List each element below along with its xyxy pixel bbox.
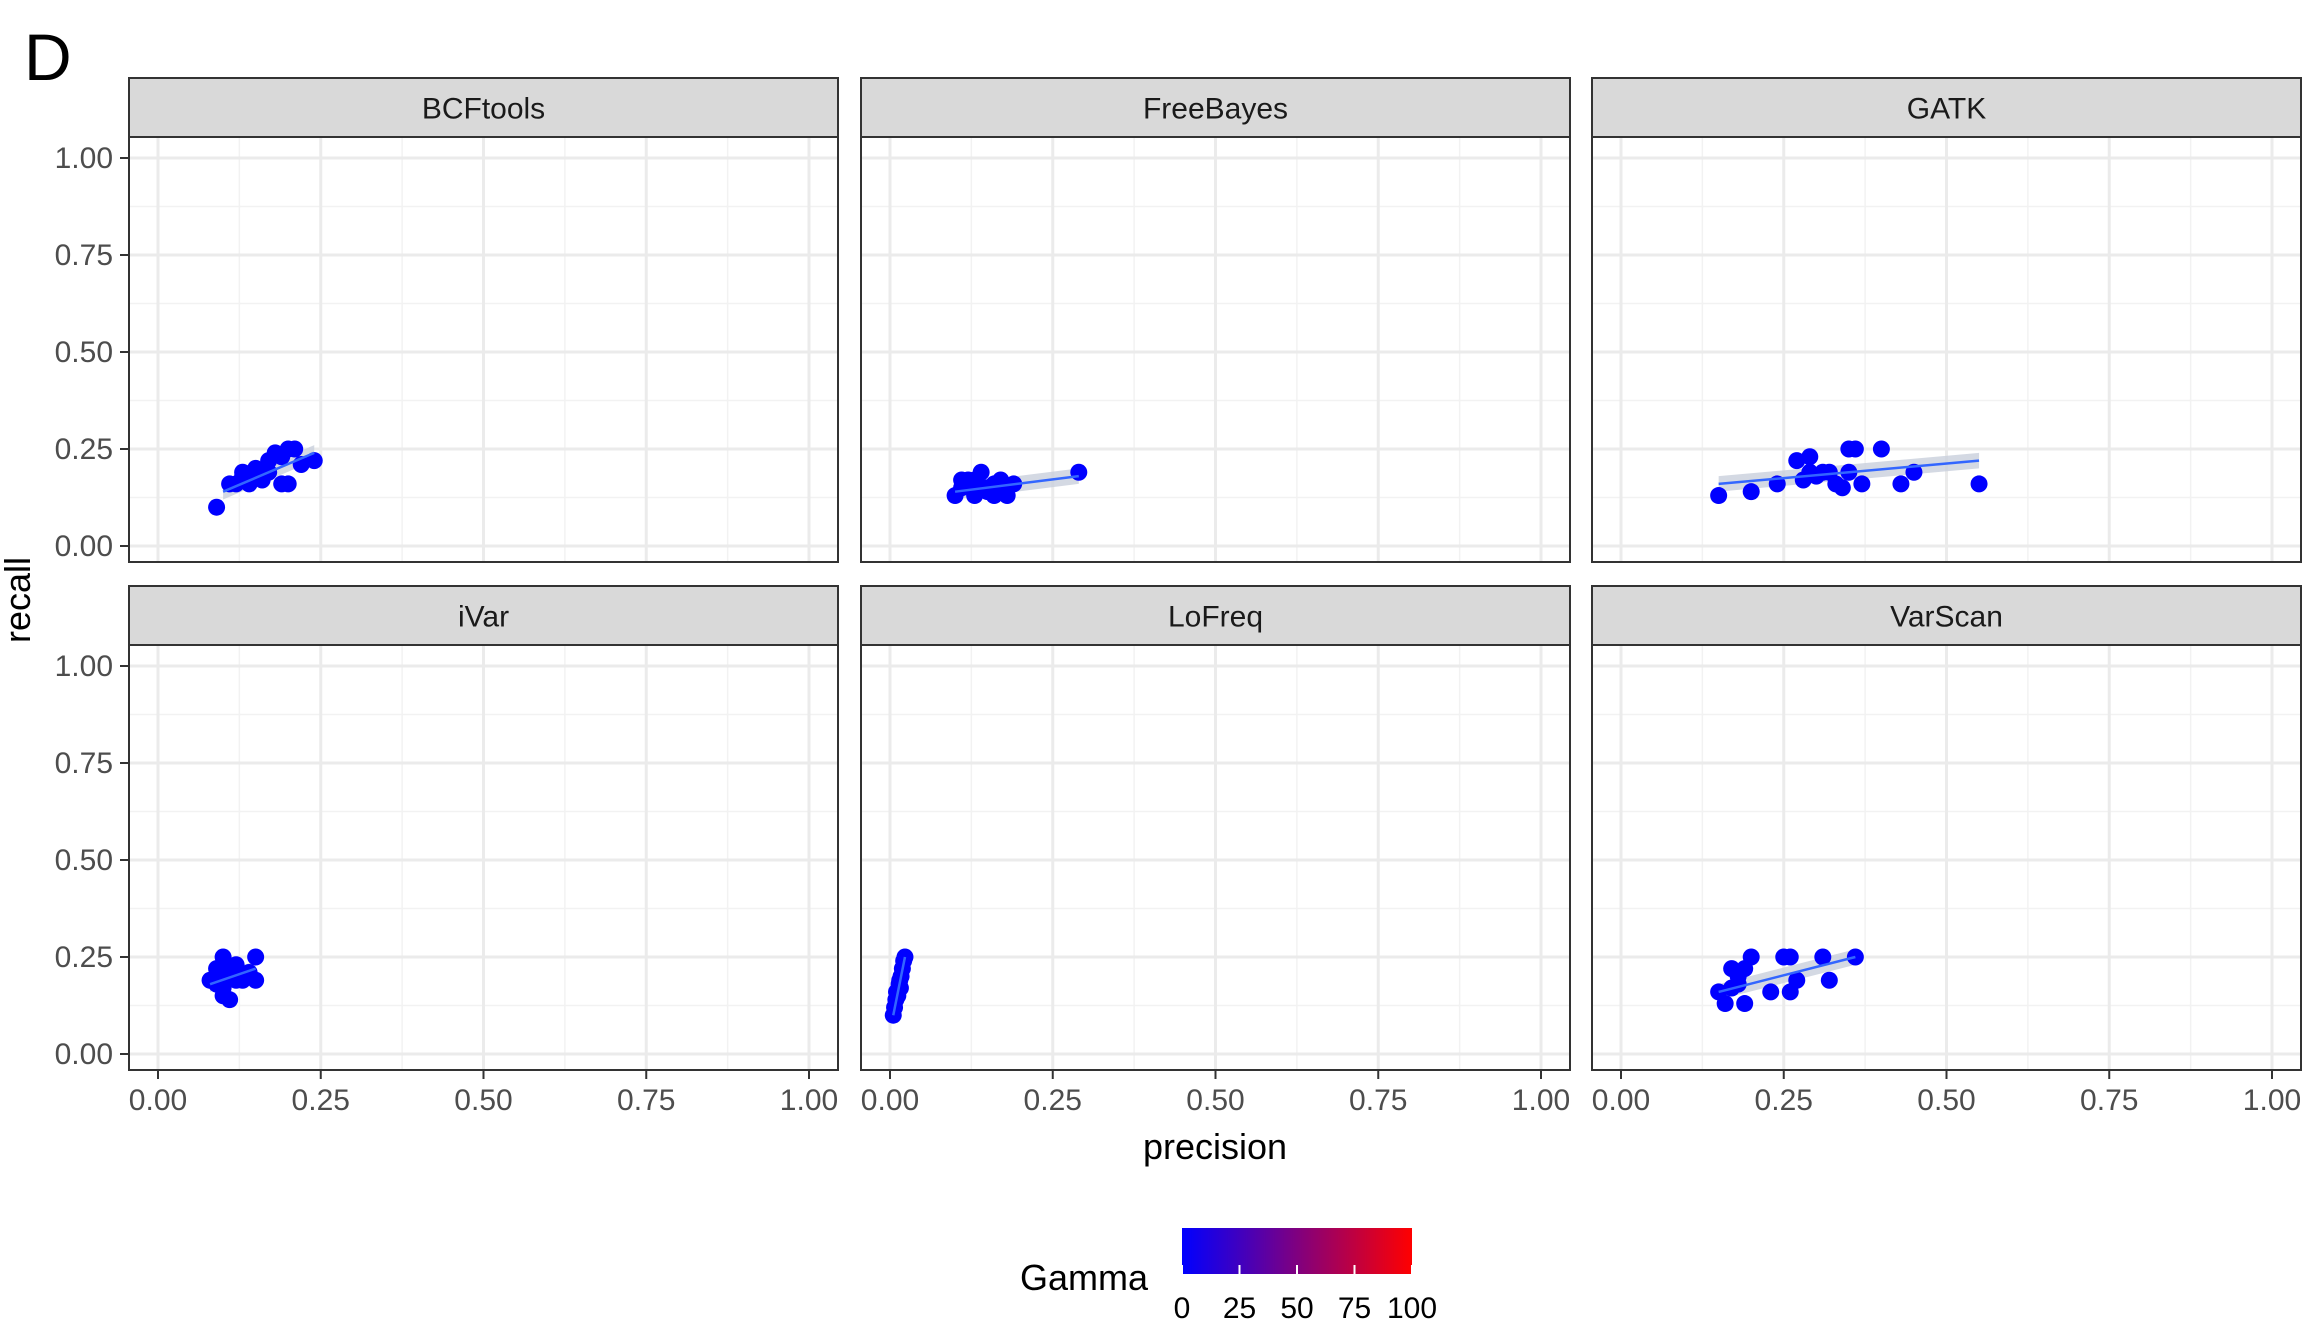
x-tick-label: 0.50 bbox=[454, 1084, 512, 1117]
data-point bbox=[247, 948, 265, 966]
data-point bbox=[1742, 483, 1760, 501]
x-tick-label: 0.00 bbox=[1592, 1084, 1650, 1117]
x-tick-label: 0.50 bbox=[1186, 1084, 1244, 1117]
panel-border bbox=[1591, 136, 2302, 563]
trend-line bbox=[954, 474, 1079, 493]
data-point bbox=[891, 979, 909, 997]
gamma-legend: Gamma 0 25 50 75 100 bbox=[1020, 1228, 1437, 1325]
data-point bbox=[1781, 948, 1799, 966]
panel-border bbox=[860, 136, 1571, 563]
data-point bbox=[1801, 448, 1819, 466]
facet-strip bbox=[128, 585, 839, 646]
data-point bbox=[305, 452, 323, 470]
facet-strip bbox=[128, 77, 839, 138]
data-point bbox=[1833, 479, 1851, 497]
data-point bbox=[214, 979, 232, 997]
y-tick-label: 0.75 bbox=[55, 239, 113, 272]
y-tick-label: 1.00 bbox=[55, 650, 113, 683]
facet-bcftools: BCFtools 0.00 0.25 0.50 0.75 1.00 bbox=[55, 77, 839, 563]
data-point bbox=[208, 498, 226, 516]
legend-title: Gamma bbox=[1020, 1257, 1149, 1298]
trend-line bbox=[1718, 955, 1856, 994]
facet-strip-label: LoFreq bbox=[1168, 601, 1263, 634]
data-point bbox=[279, 475, 297, 493]
y-axis-title: recall bbox=[0, 557, 38, 643]
legend-tick-label: 75 bbox=[1338, 1292, 1371, 1325]
facet-strip-label: iVar bbox=[458, 601, 509, 634]
x-tick-label: 0.25 bbox=[292, 1084, 350, 1117]
facet-lofreq: LoFreq 0.00 0.25 0.50 0.75 1.00 bbox=[860, 585, 1571, 1117]
data-point bbox=[953, 471, 971, 489]
panel-tag: D bbox=[24, 20, 72, 94]
data-point bbox=[286, 440, 304, 458]
facet-freebayes: FreeBayes bbox=[860, 77, 1571, 563]
data-point bbox=[260, 452, 278, 470]
y-tick-label: 0.25 bbox=[55, 941, 113, 974]
x-axis-title: precision bbox=[1143, 1126, 1287, 1167]
data-point bbox=[1742, 948, 1760, 966]
data-point bbox=[1716, 995, 1734, 1013]
y-tick-label: 0.00 bbox=[55, 530, 113, 563]
data-point bbox=[985, 475, 1003, 493]
data-point bbox=[972, 463, 990, 481]
data-point bbox=[1788, 971, 1806, 989]
legend-tick-label: 0 bbox=[1174, 1292, 1191, 1325]
data-point bbox=[1820, 971, 1838, 989]
facet-strip-label: BCFtools bbox=[422, 93, 545, 126]
data-point bbox=[1892, 475, 1910, 493]
data-point bbox=[1970, 475, 1988, 493]
y-tick-label: 0.50 bbox=[55, 844, 113, 877]
x-tick-label: 0.25 bbox=[1024, 1084, 1082, 1117]
trend-line bbox=[892, 956, 907, 1016]
data-point bbox=[1788, 452, 1806, 470]
facet-gatk: GATK bbox=[1591, 77, 2302, 563]
x-tick-label: 0.00 bbox=[129, 1084, 187, 1117]
x-tick-label: 0.75 bbox=[1349, 1084, 1407, 1117]
y-tick-label: 1.00 bbox=[55, 142, 113, 175]
x-tick-label: 0.75 bbox=[2080, 1084, 2138, 1117]
y-tick-label: 0.50 bbox=[55, 336, 113, 369]
data-point bbox=[1762, 983, 1780, 1001]
x-tick-label: 0.50 bbox=[1917, 1084, 1975, 1117]
x-tick-label: 1.00 bbox=[1512, 1084, 1570, 1117]
x-tick-label: 1.00 bbox=[2243, 1084, 2301, 1117]
data-point bbox=[1846, 440, 1864, 458]
data-point bbox=[1710, 487, 1728, 505]
trend-line bbox=[209, 967, 257, 986]
trend-line bbox=[222, 451, 315, 493]
facet-strip-label: FreeBayes bbox=[1143, 93, 1288, 126]
data-point bbox=[1872, 440, 1890, 458]
data-point bbox=[227, 956, 245, 974]
x-tick-label: 0.75 bbox=[617, 1084, 675, 1117]
facet-strip bbox=[860, 77, 1571, 138]
legend-ticks: 0 25 50 75 100 bbox=[1174, 1265, 1437, 1325]
data-point bbox=[247, 971, 265, 989]
legend-tick-label: 25 bbox=[1223, 1292, 1256, 1325]
data-point bbox=[273, 448, 291, 466]
trend-line bbox=[1718, 459, 1980, 486]
x-tick-label: 0.25 bbox=[1755, 1084, 1813, 1117]
facet-strip bbox=[1591, 77, 2302, 138]
y-tick-label: 0.75 bbox=[55, 747, 113, 780]
facet-panels: BCFtools 0.00 0.25 0.50 0.75 1.00 FreeBayes GAT… bbox=[55, 77, 2302, 1117]
y-tick-label: 0.00 bbox=[55, 1038, 113, 1071]
facet-strip-label: VarScan bbox=[1890, 601, 2003, 634]
legend-tick-label: 50 bbox=[1280, 1292, 1313, 1325]
facet-varscan: VarScan 0.00 0.25 0.50 0.75 1.00 bbox=[1591, 585, 2302, 1117]
x-tick-label: 0.00 bbox=[861, 1084, 919, 1117]
y-tick-label: 0.25 bbox=[55, 433, 113, 466]
facet-strip-label: GATK bbox=[1907, 93, 1986, 126]
facet-strip bbox=[860, 585, 1571, 646]
x-tick-label: 1.00 bbox=[780, 1084, 838, 1117]
panel-border bbox=[128, 136, 839, 563]
legend-tick-label: 100 bbox=[1387, 1292, 1437, 1325]
data-point bbox=[1736, 995, 1754, 1013]
facet-ivar: iVar 0.00 0.25 0.50 0.75 1.00 0.00 0.25 0.50 0.75… bbox=[55, 585, 839, 1117]
data-point bbox=[1814, 948, 1832, 966]
data-point bbox=[1070, 463, 1088, 481]
data-point bbox=[1853, 475, 1871, 493]
